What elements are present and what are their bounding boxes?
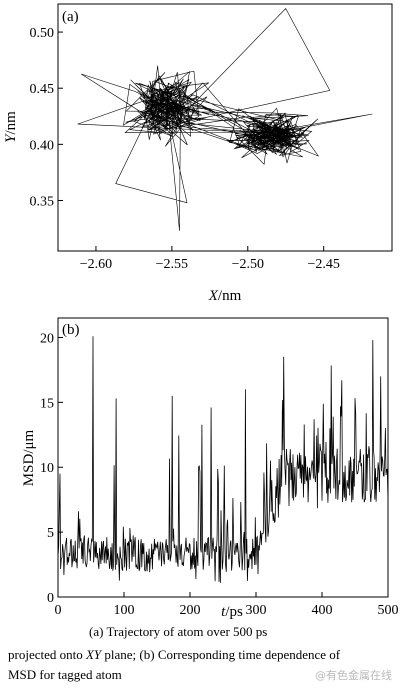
y-tick-label-a: 0.40 — [30, 138, 55, 153]
x-tick-label-a: −2.50 — [232, 257, 264, 272]
y-axis-ticks-a: 0.35 0.40 0.45 0.50 — [30, 26, 63, 209]
plot-frame-b — [57, 317, 389, 598]
y-tick-label-a: 0.35 — [30, 194, 55, 209]
x-axis-label-b: t/ps — [221, 604, 243, 620]
y-tick-label-b: 10 — [40, 461, 54, 476]
y-tick-label-b: 15 — [40, 396, 54, 411]
y-tick-label-b: 0 — [47, 591, 54, 606]
x-axis-label-a: X/nm — [208, 288, 242, 304]
trajectory-path-group — [77, 7, 373, 231]
msd-series-line — [57, 336, 389, 583]
figure-caption-line3: MSD for tagged atom — [8, 667, 122, 682]
watermark: @有色金属在线 — [315, 669, 392, 682]
x-axis-ticks-a: −2.60 −2.55 −2.50 −2.45 — [80, 246, 340, 272]
figure-caption-line2: projected onto XY plane; (b) Correspondi… — [8, 647, 341, 662]
y-tick-label-b: 5 — [47, 526, 54, 541]
x-tick-label-b: 100 — [114, 603, 135, 618]
trajectory-line — [77, 7, 373, 231]
x-tick-label-a: −2.55 — [156, 257, 188, 272]
x-axis-ticks-b: 0 100 200 300 400 500 — [55, 592, 399, 618]
trajectory-chart: −2.60 −2.55 −2.50 −2.45 0.35 0.40 0.45 0.50 (a… — [3, 3, 393, 304]
y-axis-label-a: Y/nm — [3, 111, 19, 143]
panel-label-b: (b) — [62, 322, 80, 338]
x-tick-label-b: 300 — [246, 603, 267, 618]
x-tick-label-b: 500 — [378, 603, 399, 618]
x-tick-label-a: −2.45 — [307, 257, 339, 272]
y-tick-label-a: 0.50 — [30, 26, 55, 41]
msd-line — [57, 336, 389, 583]
y-axis-ticks-b: 0 5 10 15 20 — [40, 331, 63, 606]
x-tick-label-b: 0 — [55, 603, 62, 618]
panel-label-a: (a) — [62, 9, 79, 25]
plot-frame-a — [57, 3, 393, 252]
msd-chart: 0 100 200 300 400 500 0 5 10 15 20 (b) t/ps MSD/μ… — [21, 317, 399, 620]
y-tick-label-b: 20 — [40, 331, 54, 346]
x-tick-label-b: 400 — [312, 603, 333, 618]
y-tick-label-a: 0.45 — [30, 82, 55, 97]
y-axis-label-b: MSD/μm — [21, 429, 37, 486]
figure-caption-line1: (a) Trajectory of atom over 500 ps — [89, 624, 268, 639]
x-tick-label-a: −2.60 — [80, 257, 112, 272]
x-tick-label-b: 200 — [180, 603, 201, 618]
